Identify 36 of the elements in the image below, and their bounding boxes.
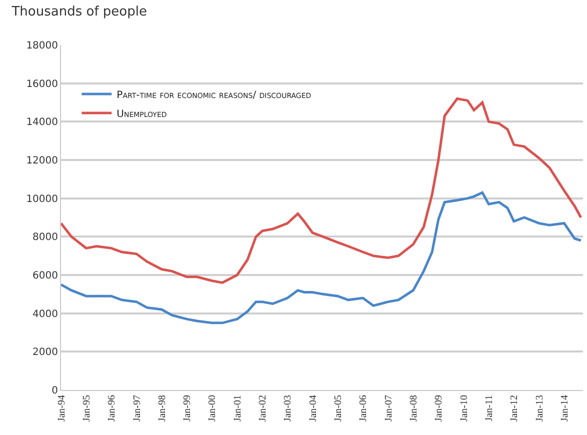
x-tick-label: Jan-12 — [509, 395, 520, 422]
x-tick-label: Jan-97 — [132, 395, 143, 422]
y-tick-label: 18000 — [26, 40, 58, 52]
x-tick-label: Jan-03 — [282, 395, 294, 422]
x-tick-label: Jan-09 — [434, 395, 445, 422]
x-tick-label: Jan-99 — [182, 395, 194, 422]
y-tick-label: 12000 — [26, 156, 58, 166]
x-tick-label: Jan-14 — [559, 395, 570, 422]
x-tick-label: Jan-10 — [458, 395, 470, 422]
x-tick-label: Jan-08 — [408, 395, 420, 422]
x-tick-label: Jan-05 — [333, 395, 344, 422]
y-tick-label: 6000 — [32, 270, 58, 282]
legend-label: Unemployed — [116, 108, 167, 120]
x-tick-label: Jan-98 — [156, 395, 168, 422]
x-tick-label: Jan-01 — [232, 395, 244, 422]
y-tick-label: 14000 — [26, 117, 58, 128]
line-series — [61, 191, 582, 324]
x-tick-label: Jan-13 — [534, 395, 546, 422]
x-tick-label: Jan-07 — [383, 395, 394, 422]
y-tick-label: 16000 — [26, 78, 58, 90]
x-tick-label: Jan-06 — [358, 395, 370, 422]
chart-title: Thousands of people — [10, 4, 147, 20]
x-tick-label: Jan-95 — [81, 395, 92, 422]
y-tick-label: 4000 — [32, 308, 58, 320]
x-tick-label: Jan-11 — [484, 395, 495, 422]
y-tick-label: 2000 — [32, 347, 58, 358]
x-tick-label: Jan-94 — [56, 395, 68, 422]
x-tick-label: Jan-00 — [207, 395, 218, 422]
line-series — [61, 97, 582, 284]
legend-label: Part-time for economic reasons/ discouraged — [116, 90, 312, 101]
x-tick-label: Jan-96 — [106, 395, 118, 422]
y-tick-label: 10000 — [26, 194, 58, 205]
x-tick-label: Jan-02 — [258, 395, 269, 422]
y-tick-label: 0 — [52, 386, 58, 396]
y-tick-label: 8000 — [32, 232, 58, 244]
x-tick-label: Jan-04 — [308, 395, 319, 422]
